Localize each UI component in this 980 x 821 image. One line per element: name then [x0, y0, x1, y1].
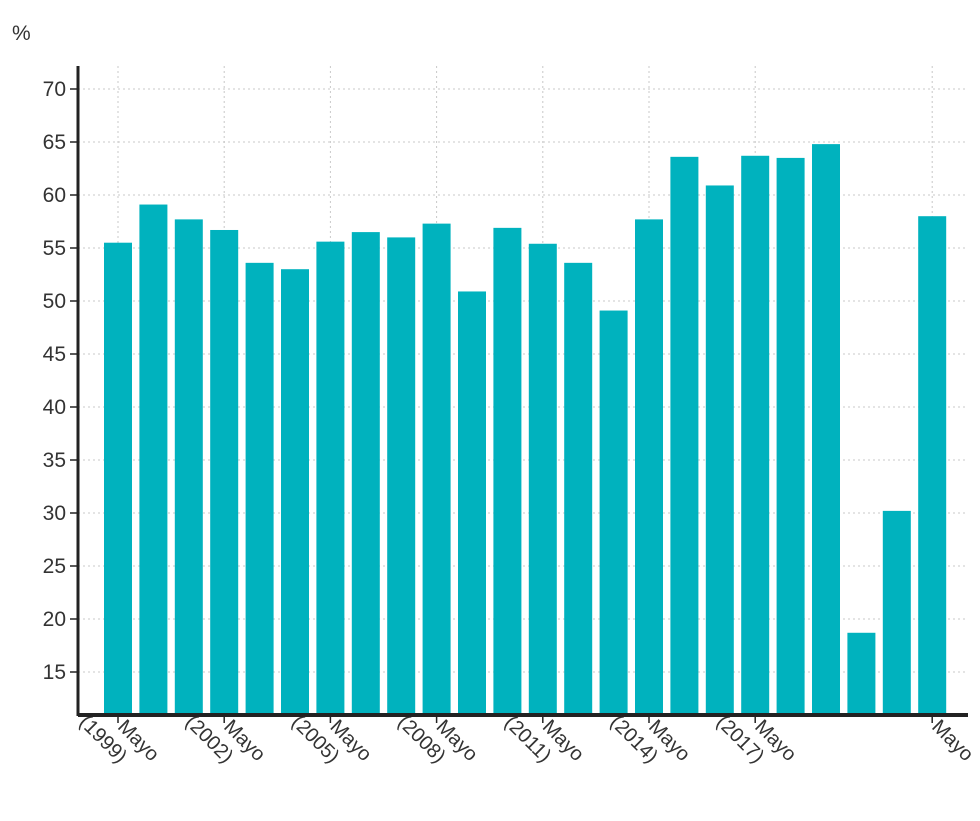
- bar: [847, 632, 876, 715]
- bars: [104, 144, 947, 716]
- bar: [635, 219, 663, 715]
- bar: [174, 219, 203, 715]
- bar: [705, 185, 734, 715]
- bar: [316, 241, 345, 715]
- bar: [104, 242, 132, 715]
- bar: [599, 310, 628, 715]
- y-tick-label: 70: [43, 78, 66, 101]
- y-tick-label: 60: [43, 184, 66, 207]
- bar: [670, 156, 699, 716]
- y-tick-label: 55: [43, 237, 66, 260]
- bar: [387, 237, 416, 715]
- y-tick-label: 45: [43, 343, 66, 366]
- y-tick-label: 35: [43, 449, 66, 472]
- bar: [245, 262, 274, 715]
- bar: [493, 227, 522, 716]
- y-tick-label: 25: [43, 555, 66, 578]
- y-tick-label: 30: [43, 502, 66, 525]
- bar: [210, 229, 239, 716]
- bar: [741, 155, 770, 715]
- bar: [281, 269, 309, 715]
- bar: [812, 144, 840, 715]
- x-axis-ticks: Mayo(1999) Mayo(2002) Mayo(2005) Mayo(2008)…: [75, 711, 978, 767]
- y-tick-label: 65: [43, 131, 66, 154]
- bar: [776, 157, 805, 715]
- y-tick-label: 15: [43, 661, 66, 684]
- y-tick-label: 50: [43, 290, 66, 313]
- bar: [564, 262, 593, 715]
- bar: [458, 291, 486, 715]
- bar: [528, 243, 557, 715]
- bar: [351, 232, 380, 715]
- y-tick-label: 20: [43, 608, 66, 631]
- bar: [918, 216, 947, 715]
- bar: [882, 510, 911, 715]
- y-axis-ticks: 15 20 25 30 35 40 45 50 55 60 65 70: [43, 78, 78, 684]
- bar: [422, 223, 451, 715]
- x-tick-label-line: Mayo: [927, 716, 977, 766]
- bar: [139, 204, 168, 716]
- x-tick-label: Mayo: [927, 716, 977, 766]
- y-unit-label: %: [12, 22, 31, 45]
- y-tick-label: 40: [43, 396, 66, 419]
